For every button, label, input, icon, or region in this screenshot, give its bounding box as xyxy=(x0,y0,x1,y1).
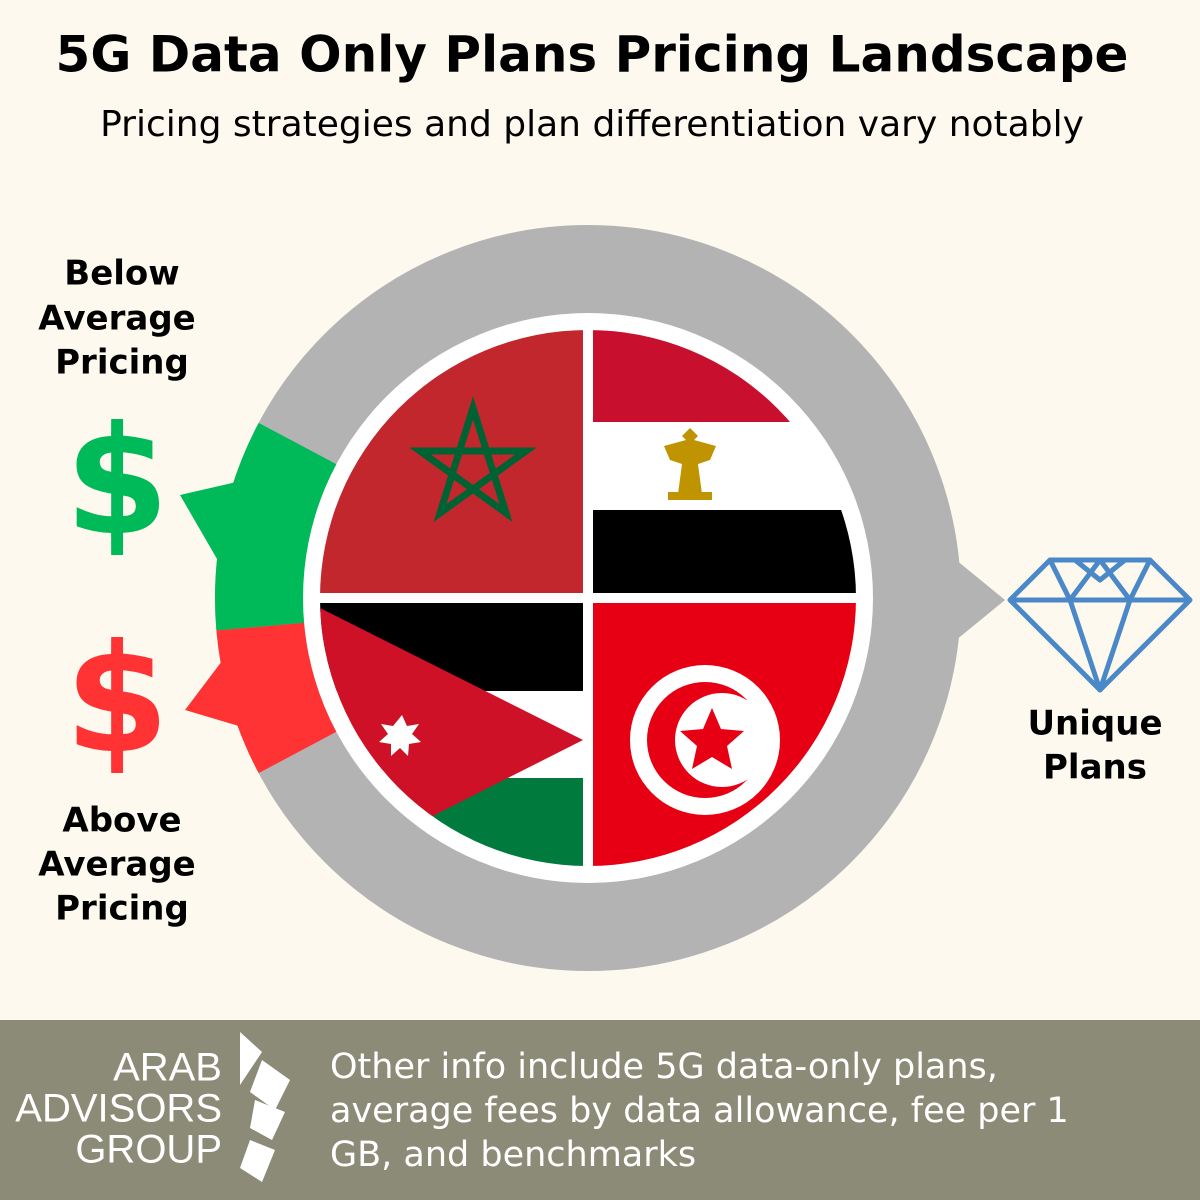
logo-text: ARAB xyxy=(113,1046,222,1090)
tunisia-flag xyxy=(593,603,856,866)
dollar-green: $ xyxy=(65,395,169,569)
below-label: Below xyxy=(64,254,179,294)
green-segment xyxy=(180,422,339,631)
ring-arrow xyxy=(950,555,1005,645)
below-label: Pricing xyxy=(55,343,189,383)
disc-border xyxy=(303,313,873,883)
unique-label: Plans xyxy=(1043,748,1147,788)
footer-band xyxy=(0,1020,1200,1200)
subtitle: Pricing strategies and plan differentiat… xyxy=(100,104,1084,145)
footer-text: average fees by data allowance, fee per … xyxy=(330,1091,1069,1131)
flags xyxy=(320,330,856,866)
diamond-icon xyxy=(1007,557,1193,693)
dollar-red: $ xyxy=(65,613,169,787)
below-label: Average xyxy=(38,299,195,339)
egypt-flag xyxy=(593,330,856,593)
footer-text: Other info include 5G data-only plans, xyxy=(330,1047,998,1087)
title: 5G Data Only Plans Pricing Landscape xyxy=(56,26,1129,84)
unique-label: Unique xyxy=(1027,704,1162,744)
logo-text: GROUP xyxy=(75,1128,222,1172)
red-segment xyxy=(185,622,339,774)
above-label: Pricing xyxy=(55,889,189,929)
footer-text: GB, and benchmarks xyxy=(330,1135,696,1175)
logo-mark xyxy=(240,1032,290,1182)
logo-text: ADVISORS xyxy=(15,1087,222,1131)
above-label: Average xyxy=(38,845,195,885)
above-label: Above xyxy=(62,801,181,841)
morocco-star xyxy=(409,396,537,522)
